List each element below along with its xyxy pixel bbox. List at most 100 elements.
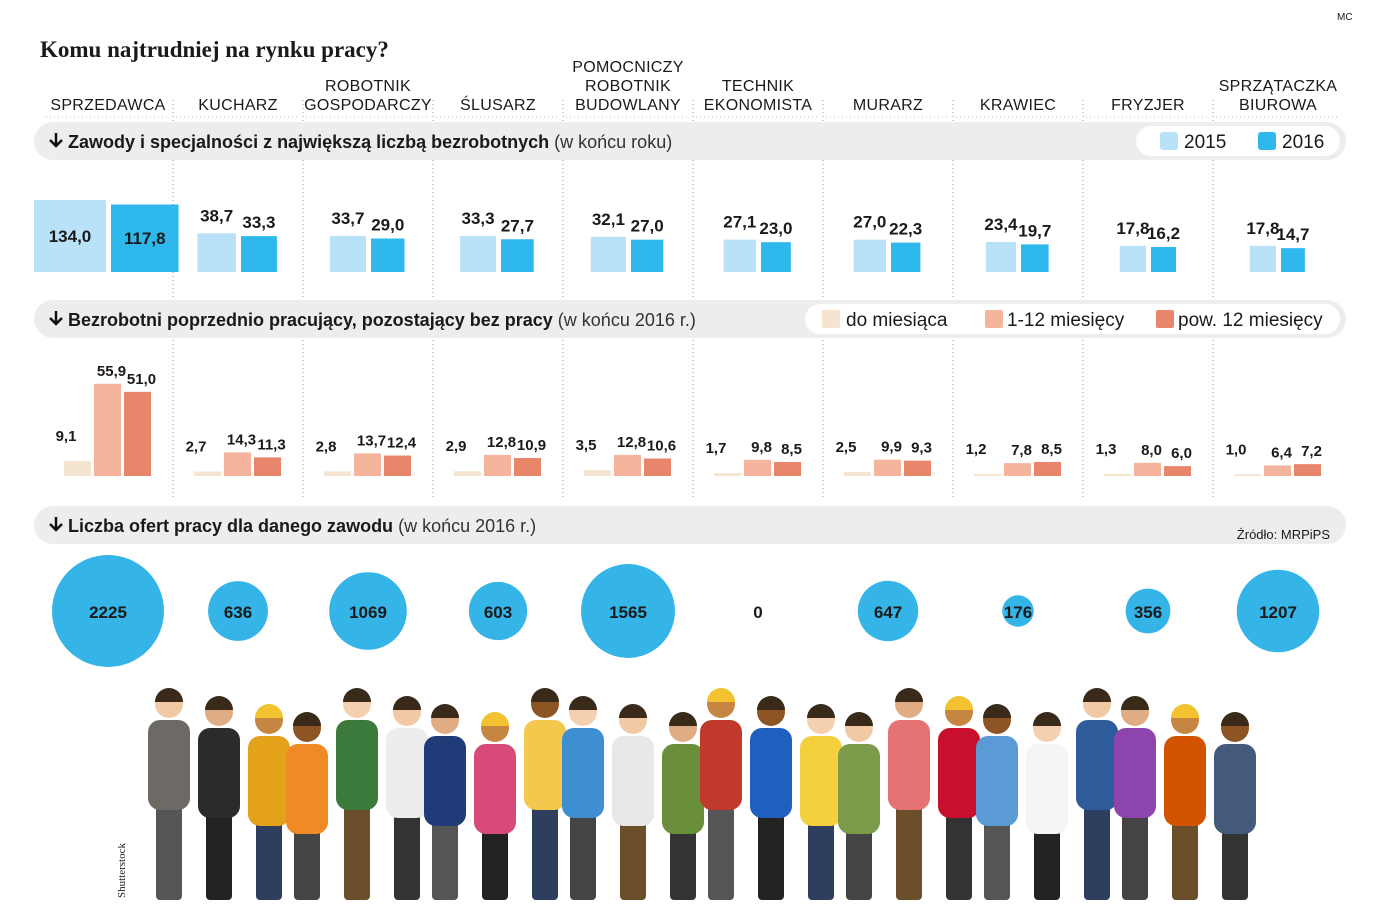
duration-bar (64, 460, 91, 476)
value-label: 2225 (89, 603, 127, 622)
person-hair (669, 712, 697, 726)
person-body (976, 736, 1018, 826)
arrow-icon (49, 133, 63, 148)
value-label: 9,9 (881, 439, 902, 456)
offers-circle (1002, 595, 1034, 627)
person-figure (1026, 712, 1068, 900)
duration-bar (384, 455, 411, 476)
section-heading: Liczba ofert pracy dla danego zawodu (w … (68, 516, 536, 536)
person-legs (570, 808, 596, 900)
value-label: 2,7 (186, 439, 207, 456)
value-label: 7,8 (1011, 442, 1032, 459)
person-hair (393, 696, 421, 710)
value-label: 2,5 (836, 439, 857, 456)
value-label: 6,4 (1271, 444, 1293, 461)
value-label: 2,8 (316, 438, 337, 455)
person-body (1114, 728, 1156, 818)
person-hair (619, 704, 647, 718)
person-figure (248, 704, 290, 900)
value-label: 0 (753, 603, 762, 622)
person-body (474, 744, 516, 834)
value-label: 13,7 (357, 432, 386, 449)
person-legs (156, 800, 182, 900)
legend-box (1136, 126, 1340, 156)
value-label: 27,7 (501, 216, 534, 235)
unemployed-square (1249, 245, 1276, 272)
person-body (1214, 744, 1256, 834)
person-figure (838, 712, 880, 900)
person-hair (569, 696, 597, 710)
person-body (198, 728, 240, 818)
legend-label: 2015 (1184, 132, 1226, 153)
duration-bar (254, 457, 281, 476)
duration-bar (1104, 473, 1131, 476)
person-legs (294, 824, 320, 900)
value-label: 8,5 (781, 441, 802, 458)
unemployed-square (111, 204, 179, 272)
unemployed-square (1281, 248, 1305, 272)
photo-credit: Shutterstock (116, 843, 128, 898)
profession-label: ROBOTNIK (325, 78, 411, 95)
value-label: 603 (484, 603, 512, 622)
section-heading: Zawody i specjalności z największą liczb… (68, 132, 672, 152)
person-legs (1172, 816, 1198, 900)
value-label: 647 (874, 603, 902, 622)
profession-label: TECHNIK (722, 78, 794, 95)
person-body (1164, 736, 1206, 826)
source: Źródło: MRPiPS (1237, 527, 1331, 542)
person-figure (612, 704, 654, 900)
profession-label: KUCHARZ (198, 97, 277, 114)
value-label: 33,3 (242, 213, 275, 232)
unemployed-square (33, 199, 107, 272)
value-label: 32,1 (592, 210, 625, 229)
value-label: 9,3 (911, 440, 932, 457)
duration-bar (584, 470, 611, 476)
person-legs (670, 824, 696, 900)
offers-circle (52, 555, 164, 667)
value-label: 12,4 (387, 435, 417, 452)
person-figure (1164, 704, 1206, 900)
profession-label: KRAWIEC (980, 97, 1056, 114)
value-label: 51,0 (127, 371, 156, 388)
person-hair (481, 712, 509, 726)
unemployed-square (329, 235, 366, 272)
person-figure (700, 688, 742, 900)
person-hair (1221, 712, 1249, 726)
value-label: 12,8 (487, 434, 516, 451)
unemployed-square (1151, 246, 1177, 272)
person-hair (1121, 696, 1149, 710)
person-hair (1033, 712, 1061, 726)
profession-label: EKONOMISTA (704, 97, 813, 114)
profession-label: POMOCNICZY (572, 59, 683, 76)
person-body (386, 728, 428, 818)
duration-bar (124, 391, 151, 476)
duration-bar (1004, 463, 1031, 476)
profession-label: GOSPODARCZY (304, 97, 432, 114)
value-label: 6,0 (1171, 445, 1192, 462)
person-body (424, 736, 466, 826)
value-label: 8,5 (1041, 441, 1062, 458)
legend-label: 1-12 miesięcy (1007, 310, 1125, 331)
person-legs (206, 808, 232, 900)
person-legs (1084, 800, 1110, 900)
person-body (524, 720, 566, 810)
duration-bar (714, 473, 741, 476)
profession-label: ROBOTNIK (585, 78, 671, 95)
person-figure (386, 696, 428, 900)
person-body (938, 728, 980, 818)
value-label: 22,3 (889, 220, 922, 239)
profession-label: BIUROWA (1239, 97, 1317, 114)
value-label: 29,0 (371, 216, 404, 235)
profession-label: SPRZĄTACZKA (1219, 78, 1338, 95)
person-hair (983, 704, 1011, 718)
person-legs (946, 808, 972, 900)
value-label: 356 (1134, 603, 1162, 622)
duration-bar (1164, 466, 1191, 476)
person-body (248, 736, 290, 826)
arrow-icon (49, 517, 63, 532)
person-body (700, 720, 742, 810)
value-label: 1,7 (706, 440, 727, 457)
legend-box (805, 304, 1340, 334)
value-label: 1,3 (1096, 441, 1117, 458)
value-label: 23,4 (984, 215, 1018, 234)
